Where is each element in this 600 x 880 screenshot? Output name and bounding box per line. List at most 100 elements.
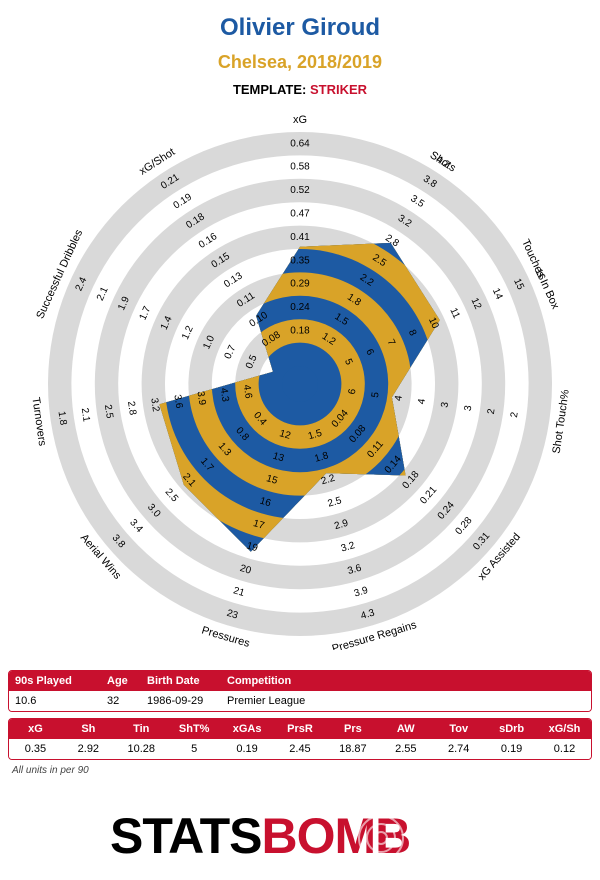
info-value-birth: 1986-09-29 <box>147 695 204 707</box>
stats-value-2: 10.28 <box>127 743 156 755</box>
stats-header-10: xG/Sh <box>548 723 581 735</box>
radar-chart: 0.18 0.24 0.29 0.35 0.41 0.47 0.52 0.58 0.64 1.2 1… <box>29 114 572 650</box>
tick-0-3: 0.35 <box>290 255 310 266</box>
tick-5-7: 3.9 <box>353 585 370 600</box>
tick-8-6: 2.5 <box>102 404 115 420</box>
tick-5-1: 1.8 <box>313 450 330 465</box>
stats-value-7: 2.55 <box>395 743 417 755</box>
tick-8-5: 2.8 <box>125 401 138 417</box>
tick-8-3: 3.6 <box>171 394 184 410</box>
tick-0-1: 0.24 <box>290 302 310 313</box>
units-footnote: All units in per 90 <box>12 765 89 776</box>
info-value-row: 10.6 32 1986-09-29 Premier League <box>9 691 591 711</box>
tick-6-8: 23 <box>225 608 239 622</box>
tick-5-8: 4.3 <box>360 607 377 622</box>
tick-6-0: 12 <box>278 428 292 442</box>
tick-9-4: 1.4 <box>159 314 175 332</box>
stats-value-4: 0.19 <box>236 743 258 755</box>
tick-0-2: 0.29 <box>290 279 310 290</box>
tick-2-5: 11 <box>447 306 461 320</box>
stats-header-2: Tin <box>133 723 150 735</box>
info-value-90s: 10.6 <box>15 695 37 707</box>
tick-9-6: 1.9 <box>116 295 132 313</box>
stats-value-8: 2.74 <box>447 743 470 755</box>
tick-5-0: 1.5 <box>307 428 324 443</box>
stats-header-4: xGAs <box>232 723 262 735</box>
info-header-birth: Birth Date <box>147 675 200 687</box>
tick-0-5: 0.47 <box>290 209 310 220</box>
stats-header-6: Prs <box>344 723 362 735</box>
template-line: TEMPLATE: STRIKER <box>0 82 600 97</box>
stats-value-0: 0.35 <box>24 743 47 755</box>
stats-header-row: xG Sh Tin ShT% xGAs PrsR Prs AW Tov sDrb xG/Sh <box>9 719 591 739</box>
info-header-row: 90s Played Age Birth Date Competition <box>9 671 591 691</box>
tick-5-4: 2.9 <box>333 518 350 533</box>
tick-2-1: 6 <box>363 347 375 357</box>
stats-header-7: AW <box>396 723 415 735</box>
tick-9-8: 2.4 <box>74 275 90 293</box>
tick-3-0: 6 <box>347 388 359 396</box>
tick-2-8: 15 <box>511 277 526 292</box>
tick-9-2: 1.0 <box>201 334 217 352</box>
stats-header-1: Sh <box>81 723 96 735</box>
template-label: TEMPLATE: <box>232 82 307 97</box>
info-value-age: 32 <box>107 695 120 707</box>
stats-header-8: Tov <box>449 723 469 735</box>
tick-6-4: 17 <box>252 518 266 532</box>
player-info-table: 90s Played Age Birth Date Competition 10… <box>8 670 592 712</box>
tick-0-7: 0.58 <box>290 162 310 173</box>
tick-2-3: 8 <box>406 328 418 338</box>
tick-6-1: 13 <box>271 451 285 465</box>
tick-9-3: 1.2 <box>180 324 196 342</box>
tick-6-2: 15 <box>265 473 279 487</box>
tick-6-3: 16 <box>258 496 272 510</box>
tick-2-2: 7 <box>385 338 397 348</box>
team-season: Chelsea, 2018/2019 <box>217 52 383 72</box>
tick-3-5: 3 <box>463 404 475 412</box>
stats-header-3: ShT% <box>178 723 210 735</box>
tick-0-0: 0.18 <box>290 326 310 337</box>
logo-text: STATSBOMB <box>110 808 411 864</box>
tick-2-7: 14 <box>490 287 505 302</box>
stats-value-6: 18.87 <box>339 743 367 755</box>
stats-header-5: PrsR <box>287 723 313 735</box>
tick-0-4: 0.41 <box>290 232 310 243</box>
tick-8-7: 2.1 <box>79 407 92 423</box>
tick-8-8: 1.8 <box>56 411 69 427</box>
player-name: Olivier Giroud <box>219 14 381 41</box>
tick-6-6: 20 <box>239 563 253 577</box>
tick-9-7: 2.1 <box>95 285 111 303</box>
tick-3-6: 2 <box>486 408 498 416</box>
tick-2-4: 10 <box>426 316 441 331</box>
tick-6-5: 19 <box>245 540 259 554</box>
tick-8-0: 4.6 <box>241 384 254 400</box>
tick-6-7: 21 <box>232 585 246 599</box>
fill-center <box>282 366 318 402</box>
info-header-competition: Competition <box>227 675 292 687</box>
info-header-90s: 90s Played <box>15 675 72 687</box>
tick-5-3: 2.5 <box>327 495 344 510</box>
tick-2-0: 5 <box>342 357 354 367</box>
stats-header-9: sDrb <box>499 723 525 735</box>
tick-3-4: 3 <box>439 401 451 409</box>
template-name: STRIKER <box>309 82 368 97</box>
tick-2-6: 12 <box>469 296 484 311</box>
stats-value-1: 2.92 <box>77 743 100 755</box>
tick-8-1: 4.3 <box>218 387 231 403</box>
tick-0-8: 0.64 <box>290 138 310 149</box>
stats-table: xG Sh Tin ShT% xGAs PrsR Prs AW Tov sDrb xG/Sh 0.3… <box>8 718 592 760</box>
axis-label-3: Shot Touch% <box>551 389 572 455</box>
tick-0-6: 0.52 <box>290 185 310 196</box>
statsbomb-logo: STATSBOMB <box>110 808 490 864</box>
stats-value-3: 5 <box>191 743 198 755</box>
stats-value-row: 0.35 2.92 10.28 5 0.19 2.45 18.87 2.55 2.74 0.19 0… <box>9 739 591 759</box>
tick-3-3: 4 <box>416 398 428 406</box>
stats-value-10: 0.12 <box>553 743 576 755</box>
tick-3-2: 4 <box>393 394 405 402</box>
stats-header-0: xG <box>28 723 43 735</box>
tick-8-4: 3.2 <box>148 397 161 413</box>
tick-9-5: 1.7 <box>138 304 154 322</box>
axis-label-0: xG <box>293 114 307 126</box>
stats-value-5: 2.45 <box>289 743 311 755</box>
tick-8-2: 3.9 <box>195 391 208 407</box>
